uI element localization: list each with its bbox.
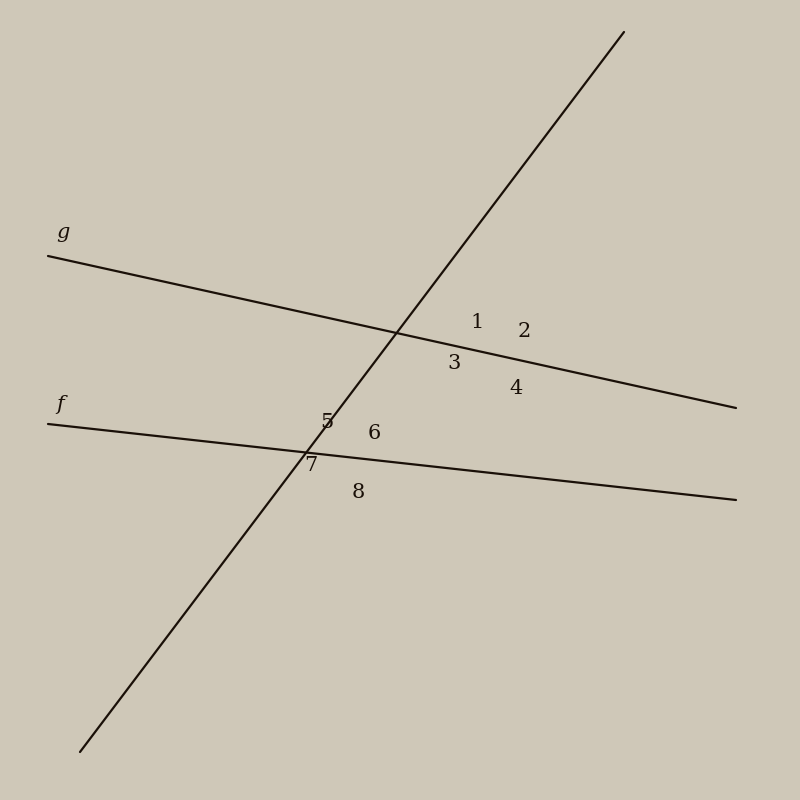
- Text: 7: 7: [304, 456, 317, 475]
- Text: f: f: [56, 394, 64, 414]
- Text: 1: 1: [471, 313, 484, 332]
- Text: 6: 6: [368, 424, 381, 443]
- Text: 8: 8: [352, 483, 365, 502]
- Text: 5: 5: [320, 413, 333, 432]
- Text: 4: 4: [510, 378, 522, 398]
- Text: 2: 2: [518, 322, 530, 342]
- Text: g: g: [56, 222, 70, 242]
- Text: 3: 3: [447, 354, 460, 374]
